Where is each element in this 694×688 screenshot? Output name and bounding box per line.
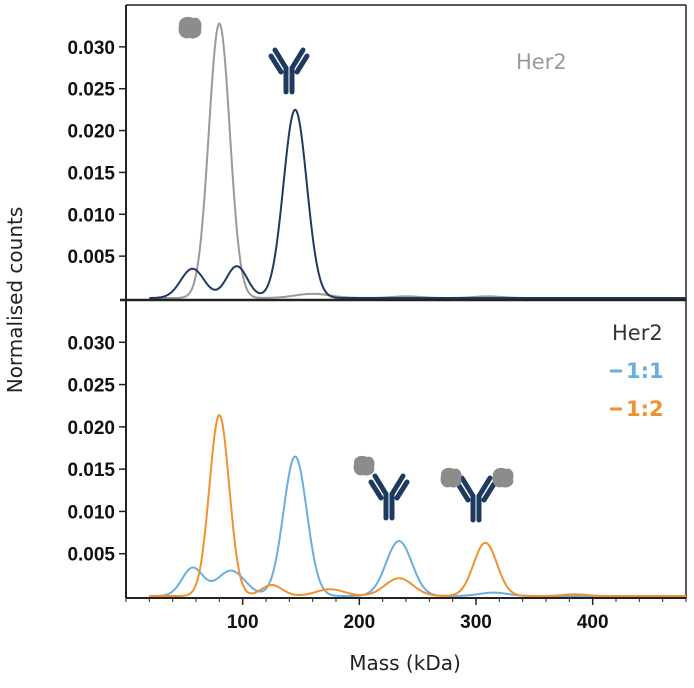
bottom-panel-y-ticks: 0.005 0.010 0.015 0.020 0.025 0.030 (67, 333, 126, 566)
bottom-series-line-1-1 (149, 455, 686, 597)
bottom-y-tick-label: 0.020 (67, 418, 115, 439)
bottom-y-tick-label: 0.030 (67, 333, 115, 354)
top-panel-curves (149, 22, 686, 299)
bottom-legend-title: Her2 (612, 321, 663, 345)
x-tick-label: 200 (343, 612, 375, 633)
bottom-y-tick-label: 0.025 (67, 376, 115, 397)
bottom-y-tick-label: 0.010 (67, 502, 115, 523)
x-ticks: 100 200 300 400 (125, 598, 687, 633)
antibody-her2-complex-icon (353, 455, 410, 521)
bottom-panel: 0.005 0.010 0.015 0.020 0.025 0.030 100 200 300… (67, 300, 687, 633)
antibody-two-her2-complex-icon (440, 467, 514, 523)
antibody-icon (268, 47, 310, 95)
y-axis-title: Normalised counts (3, 207, 27, 394)
top-legend-title: Her2 (516, 50, 567, 74)
top-panel-y-ticks: 0.005 0.010 0.015 0.020 0.025 0.030 (67, 38, 126, 268)
her2-protein-icon (178, 16, 202, 39)
top-y-tick-label: 0.005 (67, 247, 115, 268)
x-axis-title: Mass (kDa) (349, 651, 461, 675)
x-tick-label: 100 (227, 612, 259, 633)
x-tick-label: 400 (577, 612, 609, 633)
legend-entry-1-1: 1:1 (610, 359, 664, 383)
top-y-tick-label: 0.015 (67, 163, 115, 184)
top-panel: 0.005 0.010 0.015 0.020 0.025 0.030 Her2 (67, 4, 687, 300)
x-tick-label: 300 (460, 612, 492, 633)
bottom-y-tick-label: 0.005 (67, 545, 115, 566)
top-y-tick-label: 0.020 (67, 122, 115, 143)
legend-label-1-1: 1:1 (626, 359, 664, 383)
legend-entry-1-2: 1:2 (610, 397, 664, 421)
legend-label-1-2: 1:2 (626, 397, 664, 421)
top-y-tick-label: 0.025 (67, 80, 115, 101)
top-series-line-1 (149, 108, 686, 299)
top-y-tick-label: 0.010 (67, 205, 115, 226)
top-y-tick-label: 0.030 (67, 38, 115, 59)
bottom-series-line-1-2 (149, 414, 686, 597)
bottom-panel-curves (149, 414, 686, 597)
top-series-line-0 (149, 22, 686, 299)
bottom-y-tick-label: 0.015 (67, 460, 115, 481)
